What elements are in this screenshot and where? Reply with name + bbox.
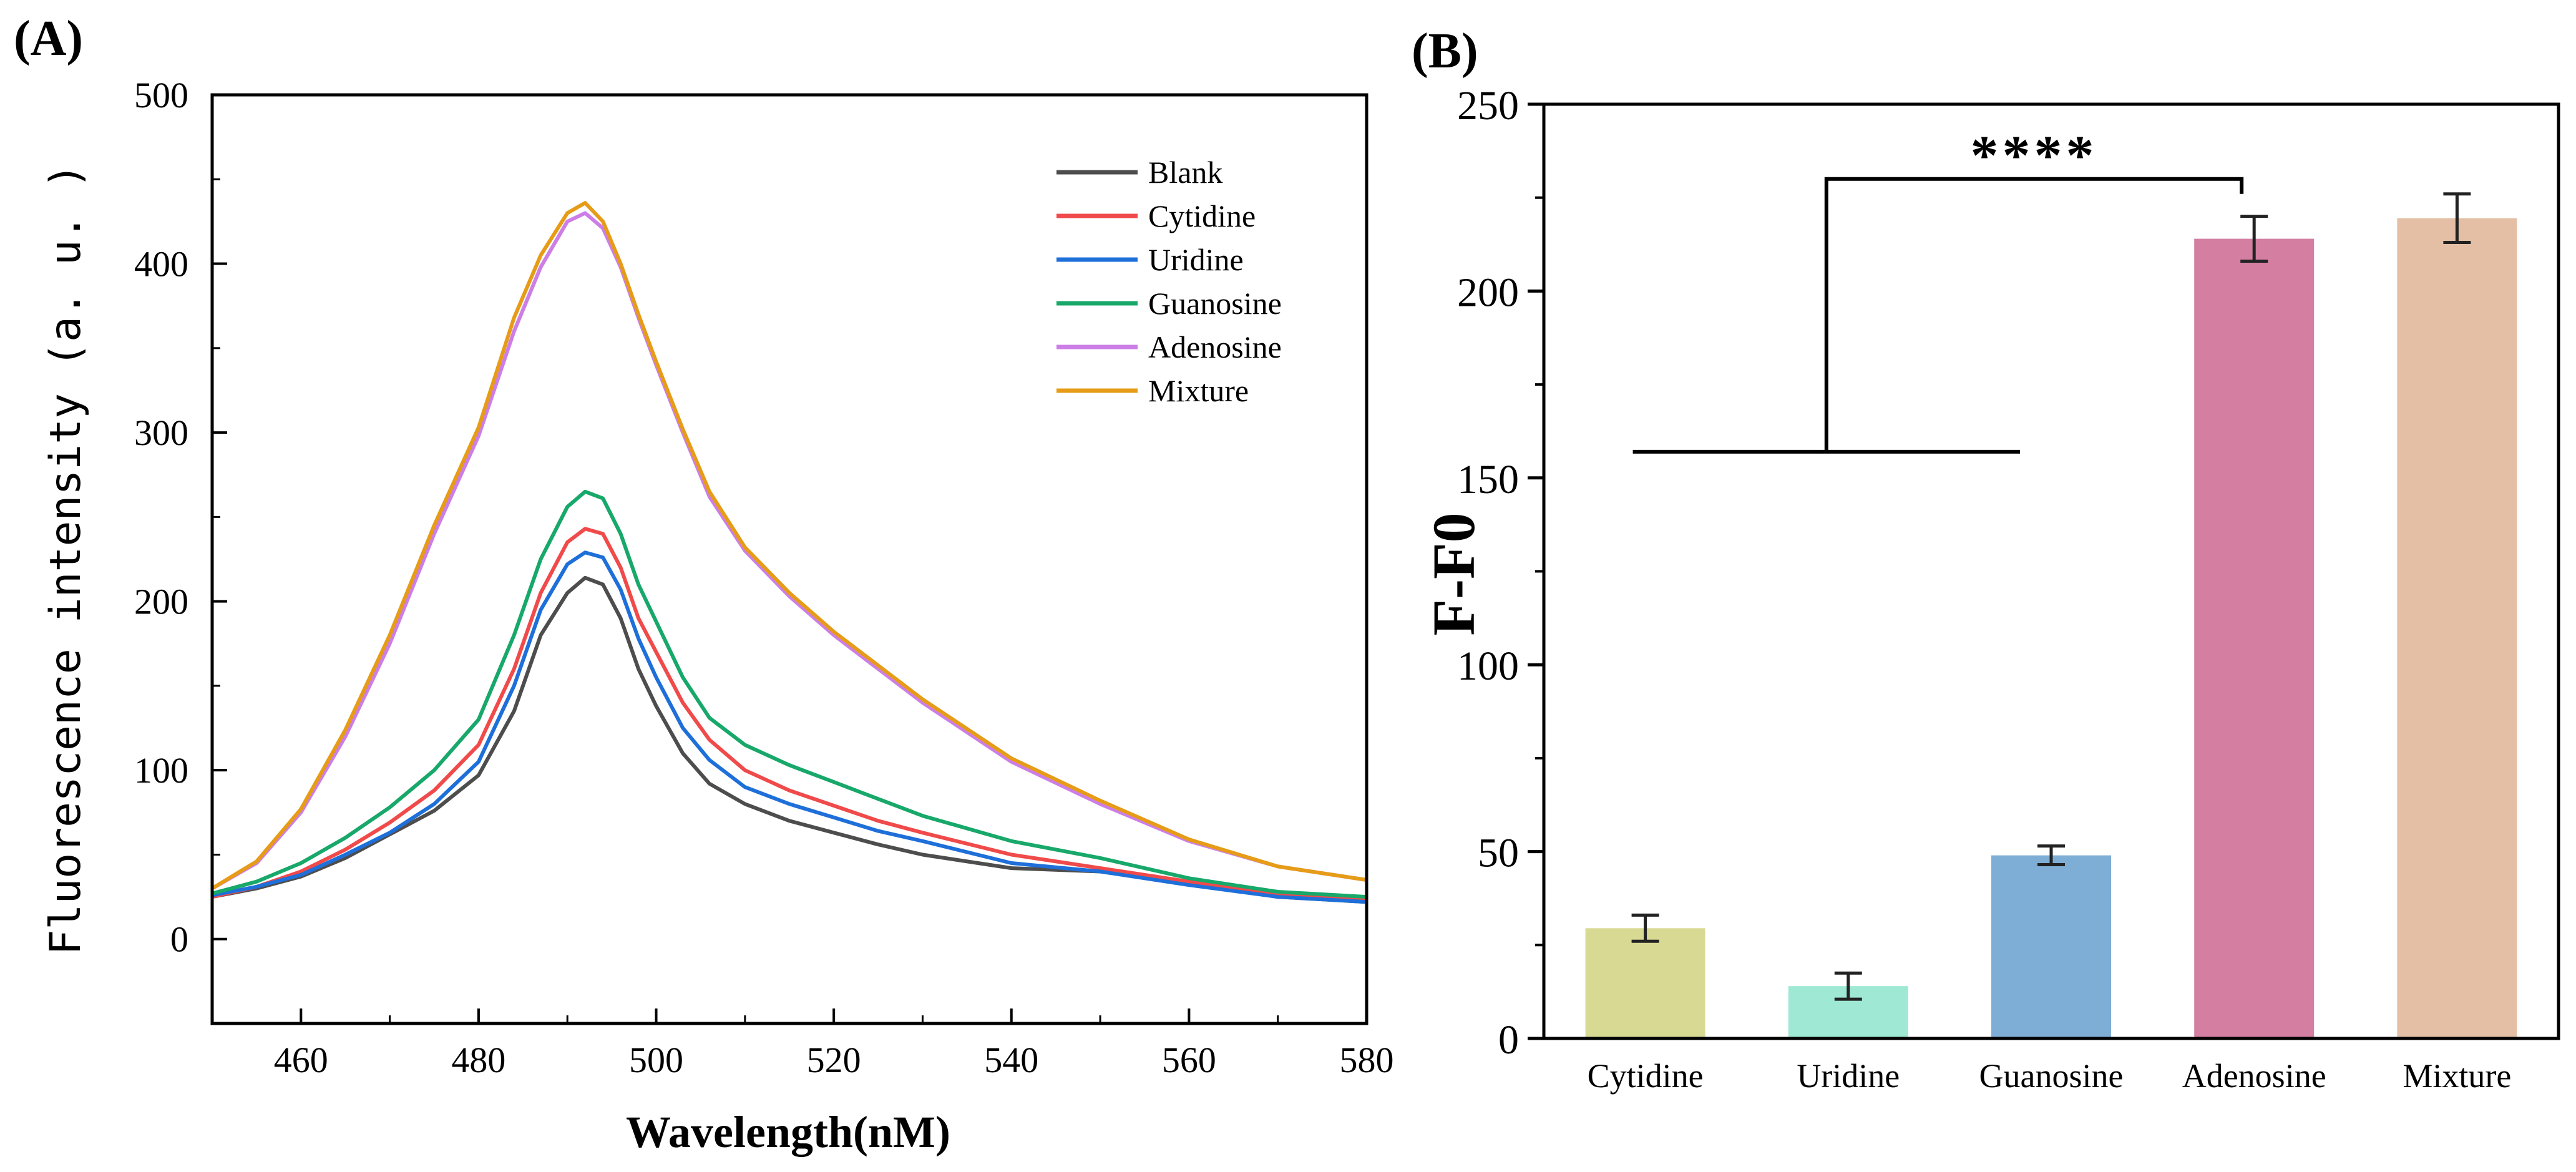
bar-mixture — [2397, 218, 2517, 1038]
bar-group — [1585, 218, 2517, 1038]
legend-label: Cytidine — [1148, 198, 1256, 233]
legend: Blank Cytidine Uridine Guanosine Adenosine Mi… — [1056, 155, 1282, 408]
error-bar-group — [1631, 192, 2471, 1001]
legend-label: Uridine — [1148, 242, 1244, 277]
x-tick-label: 580 — [1340, 1040, 1394, 1080]
x-tick-label: Cytidine — [1588, 1057, 1704, 1095]
panel-b-label: (B) — [1412, 24, 1478, 79]
significance-bracket — [1824, 177, 2244, 452]
x-tick-label: Adenosine — [2182, 1057, 2326, 1095]
legend-label: Adenosine — [1148, 330, 1282, 364]
series-line-cytidine — [212, 527, 1367, 901]
x-tick-label: Guanosine — [1979, 1057, 2124, 1095]
y-tick-label: 300 — [134, 413, 188, 453]
y-tick-label: 400 — [134, 244, 188, 285]
x-tick-label: 460 — [274, 1040, 328, 1080]
x-axis: Cytidine Uridine Guanosine Adenosine Mixture — [1588, 1057, 2512, 1095]
significance-annotation: **** — [1632, 125, 2244, 454]
x-tick-label: 500 — [629, 1040, 683, 1080]
y-tick-label: 100 — [1457, 643, 1519, 689]
y-tick-label: 100 — [134, 750, 188, 791]
series-line-guanosine — [212, 489, 1367, 899]
line-chart: 460 480 500 520 540 560 580 0 100 200 300 400 500 W… — [41, 75, 1394, 1157]
y-tick-label: 500 — [134, 75, 188, 115]
y-tick-label: 50 — [1478, 831, 1519, 876]
line-series-group — [211, 201, 1367, 904]
plot-frame — [210, 93, 1368, 1025]
bar-guanosine — [1991, 855, 2111, 1038]
significance-stars: **** — [1971, 125, 2098, 187]
y-axis-label: F-F0 — [1420, 512, 1487, 635]
y-tick-label: 200 — [134, 582, 188, 622]
y-axis: 0 100 200 300 400 500 — [134, 75, 227, 1025]
y-tick-label: 250 — [1457, 83, 1519, 129]
x-tick-label: 480 — [451, 1040, 505, 1080]
y-axis: 0 50 100 150 200 250 — [1457, 83, 1544, 1063]
x-tick-label: 560 — [1162, 1040, 1216, 1080]
x-tick-label: 540 — [984, 1040, 1038, 1080]
legend-label: Blank — [1148, 155, 1222, 190]
x-axis-label: Wavelength(nM) — [626, 1107, 950, 1157]
series-line-mixture — [211, 201, 1367, 891]
x-tick-label: Uridine — [1797, 1057, 1900, 1095]
bar-adenosine — [2194, 238, 2315, 1038]
x-tick-label: 520 — [807, 1040, 861, 1080]
y-tick-label: 0 — [1498, 1017, 1519, 1063]
y-tick-label: 0 — [170, 919, 188, 960]
panel-a-label: (A) — [14, 11, 83, 66]
series-line-uridine — [212, 550, 1367, 904]
legend-label: Mixture — [1148, 373, 1249, 408]
series-line-blank — [212, 575, 1367, 904]
y-axis-label: Fluorescence intensity (a. u. ) — [41, 163, 90, 955]
y-tick-label: 150 — [1457, 457, 1519, 502]
bar-cytidine — [1585, 928, 1705, 1038]
y-tick-label: 200 — [1457, 270, 1519, 315]
x-tick-label: Mixture — [2403, 1057, 2511, 1095]
x-axis: 460 480 500 520 540 560 580 — [211, 1008, 1394, 1080]
legend-label: Guanosine — [1148, 286, 1282, 321]
bar-chart: 0 50 100 150 200 250 Cytidine Uridine Guanosine… — [1420, 83, 2560, 1095]
